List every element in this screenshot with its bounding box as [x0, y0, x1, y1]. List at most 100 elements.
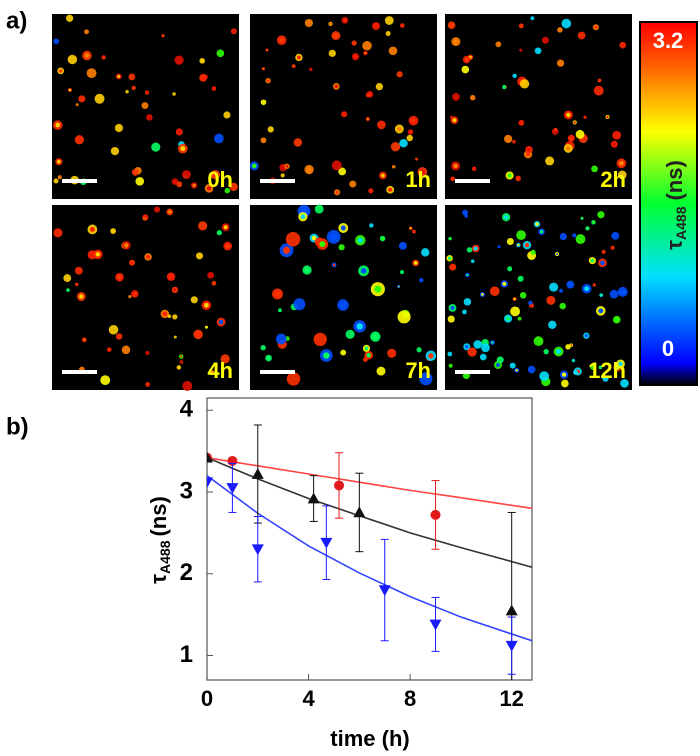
x-tick-label: 4 [302, 686, 315, 711]
particle [527, 365, 536, 374]
particle [260, 345, 266, 351]
particle [612, 130, 622, 140]
particle [204, 325, 209, 329]
particle [548, 320, 557, 329]
particle [421, 248, 430, 257]
particle-core [145, 91, 149, 94]
particle [190, 296, 198, 304]
particle-core [464, 57, 469, 62]
symbol: τ [146, 574, 171, 584]
point [251, 544, 264, 556]
particle [512, 73, 517, 79]
point [429, 619, 442, 631]
particle [510, 306, 520, 317]
particle [602, 375, 609, 382]
image-grid: 0h 1h 2h 4h 7h 12h [52, 14, 632, 391]
particle [449, 263, 457, 271]
particle [74, 282, 79, 287]
panel-label: b) [6, 413, 29, 440]
particle-core [598, 308, 604, 314]
particle-core [450, 305, 455, 310]
particle-core [592, 221, 595, 224]
particle [497, 245, 501, 249]
particle-core [168, 315, 171, 318]
particle-core [568, 282, 573, 287]
particle [182, 170, 191, 180]
particle-core [464, 344, 469, 349]
particle [597, 211, 605, 219]
particle-core [329, 22, 332, 25]
particle-core [491, 341, 494, 344]
particle [285, 232, 301, 247]
particle [131, 85, 136, 91]
particle-core [380, 173, 385, 178]
particle [593, 85, 604, 96]
particle [211, 280, 217, 286]
particle [173, 335, 177, 339]
particle [519, 79, 530, 89]
particle [369, 223, 374, 228]
particle [397, 310, 411, 324]
x-tick-label: 12 [499, 686, 523, 711]
particle [411, 229, 416, 234]
particle [135, 176, 145, 186]
particle [57, 175, 62, 180]
particle [368, 188, 374, 194]
particle [172, 92, 176, 96]
particle [291, 64, 296, 69]
particle [591, 165, 598, 173]
particle [286, 372, 301, 386]
particle-core [513, 297, 516, 300]
particle-core [130, 261, 134, 265]
particle [53, 228, 63, 238]
particle-core [594, 25, 598, 29]
particle [78, 95, 86, 103]
particle [141, 102, 149, 110]
particle [530, 16, 535, 21]
particle [466, 247, 473, 253]
particle [406, 134, 413, 142]
particle-core [524, 243, 530, 248]
particle [565, 344, 571, 350]
particle [390, 142, 401, 152]
point [353, 506, 366, 518]
particle-core [506, 316, 511, 321]
panel-label: a) [6, 7, 27, 34]
particle [151, 142, 161, 152]
particle-core [117, 275, 122, 280]
particle-core [180, 146, 186, 152]
particle [543, 348, 549, 355]
particle-core [419, 169, 425, 175]
particle-core [192, 183, 196, 187]
particle-core [55, 122, 61, 128]
particle-core [562, 372, 567, 377]
particle [376, 366, 386, 376]
particle [530, 249, 536, 255]
particle [556, 59, 565, 67]
particle-core [360, 268, 367, 274]
particle [471, 166, 477, 172]
particle-core [262, 67, 265, 70]
particle-core [252, 163, 257, 169]
particle [53, 38, 60, 45]
particle-core [168, 210, 172, 214]
particle-core [162, 311, 168, 316]
particle-core [453, 163, 458, 169]
particle-core [57, 159, 61, 164]
particle-core [58, 69, 63, 73]
particle-core [428, 353, 434, 359]
particle [277, 308, 282, 313]
particle [362, 357, 368, 362]
particle-core [515, 369, 518, 372]
particle [509, 362, 516, 369]
particle-core [620, 289, 626, 295]
plot-area [207, 424, 532, 680]
particle [145, 382, 151, 387]
particle [293, 138, 303, 147]
particle [572, 233, 577, 238]
particle [450, 176, 456, 182]
particle-core [584, 334, 588, 338]
particle [275, 333, 287, 345]
particle-core [507, 173, 512, 178]
image-label: 0h [207, 167, 233, 192]
